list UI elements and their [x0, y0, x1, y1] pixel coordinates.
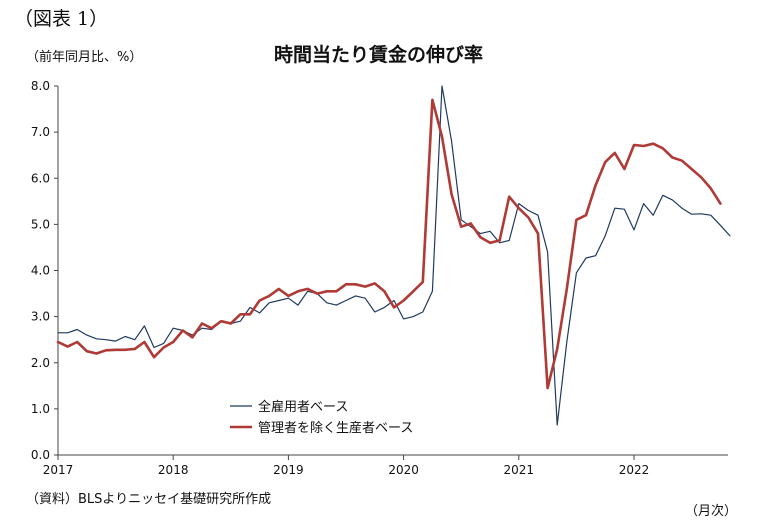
unit-label: （前年同月比、%）	[26, 50, 143, 65]
y-tick-label: 0.0	[31, 448, 50, 462]
y-tick-label: 6.0	[31, 171, 50, 185]
y-tick-label: 5.0	[31, 217, 50, 231]
chart-axes	[57, 86, 728, 456]
series-line-2	[56, 98, 722, 390]
series-line-1	[57, 85, 731, 426]
legend-label-2: 管理者を除く生産者ベース	[258, 420, 413, 436]
x-tick-label: 2022	[619, 463, 650, 477]
x-tick-label: 2017	[43, 463, 74, 477]
chart-ticks: 0.0 1.0 2.0 3.0 4.0 5.0 6.0 7.0 8.0 2017 2018 2019 2…	[31, 79, 649, 477]
legend-label-1: 全雇用者ベース	[258, 399, 348, 415]
x-tick-label: 2018	[158, 463, 189, 477]
y-tick-label: 8.0	[31, 79, 50, 93]
y-tick-label: 7.0	[31, 125, 50, 139]
y-tick-label: 3.0	[31, 310, 50, 324]
x-tick-label: 2021	[504, 463, 535, 477]
x-tick-label: 2019	[273, 463, 304, 477]
source-note: （資料）BLSよりニッセイ基礎研究所作成	[26, 492, 272, 507]
figure-label: （図表 1）	[14, 8, 109, 30]
chart-lines	[56, 85, 731, 426]
y-tick-label: 4.0	[31, 264, 50, 278]
y-tick-label: 1.0	[31, 402, 50, 416]
chart-title: 時間当たり賃金の伸び率	[273, 44, 483, 66]
x-tick-label: 2020	[388, 463, 419, 477]
x-axis-unit: （月次）	[684, 504, 737, 519]
y-tick-label: 2.0	[31, 356, 50, 370]
